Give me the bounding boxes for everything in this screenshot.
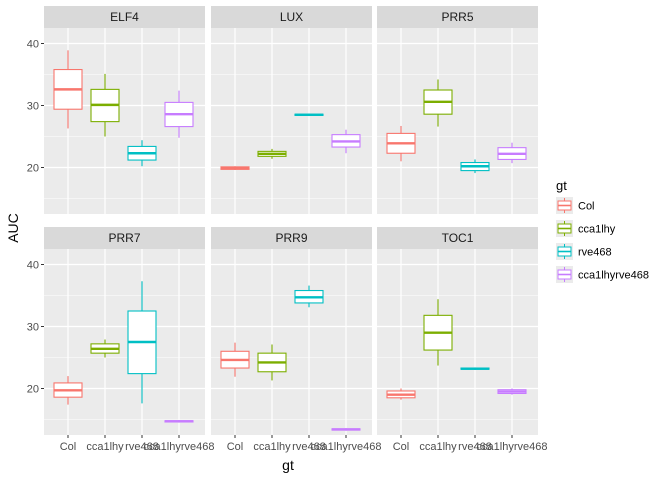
y-tick-label: 40 (27, 39, 39, 51)
facet-strip-prr5 (377, 6, 538, 28)
x-tick-label: cca1lhyrve468 (311, 441, 382, 453)
box-prr9-cca1lhy (257, 344, 287, 381)
x-tick-label: Col (60, 441, 77, 453)
facet-strip-label-elf4: ELF4 (110, 10, 139, 24)
facet-strip-elf4 (44, 6, 205, 28)
facet-strip-prr7 (44, 227, 205, 249)
x-tick-label: rve468 (458, 441, 492, 453)
facet-panels: ELF4 LUX PRR5 PRR7 PRR9 TOC1 (44, 6, 538, 435)
facet-panel-bg-prr5 (377, 28, 538, 214)
y-tick-label: 40 (27, 260, 39, 272)
box-prr7-cca1lhyrve468 (164, 420, 194, 423)
x-axis-title: gt (282, 457, 294, 473)
y-axis-title: AUC (5, 213, 21, 243)
box-prr7-col (53, 376, 83, 405)
x-tick-label: rve468 (292, 441, 326, 453)
box-prr7-rve468 (127, 281, 157, 404)
x-tick-label: cca1lhyrve468 (144, 441, 215, 453)
box-elf4-cca1lhyrve468 (164, 90, 194, 138)
y-axes: 20 30 40 20 30 40 (27, 39, 44, 396)
facet-panel-bg-toc1 (377, 249, 538, 435)
facet-panel-bg-prr7 (44, 249, 205, 435)
legend-key-cca1lhyrve468 (556, 266, 573, 283)
facet-prr7: PRR7 (44, 227, 205, 435)
facet-prr5: PRR5 (377, 6, 538, 214)
facet-elf4: ELF4 (44, 6, 205, 214)
legend-label: Col (578, 201, 595, 213)
box-lux-rve468 (294, 113, 324, 117)
facet-strip-label-prr7: PRR7 (108, 231, 140, 245)
facet-toc1: TOC1 (377, 227, 538, 435)
y-tick-label: 20 (27, 384, 39, 396)
x-tick-label: Col (393, 441, 410, 453)
legend-title: gt (556, 178, 567, 193)
facet-panel-bg-prr9 (211, 249, 372, 435)
box-elf4-cca1lhy (90, 73, 120, 137)
box-lux-col (220, 166, 250, 170)
x-tick-label: rve468 (125, 441, 159, 453)
box-prr5-cca1lhy (423, 79, 453, 127)
facet-strip-label-toc1: TOC1 (442, 231, 474, 245)
box-prr5-cca1lhyrve468 (497, 142, 527, 164)
x-tick-label: cca1lhyrve468 (477, 441, 548, 453)
box-lux-cca1lhyrve468 (331, 129, 361, 154)
facet-strip-prr9 (211, 227, 372, 249)
box-toc1-cca1lhyrve468 (497, 388, 527, 395)
facet-prr9: PRR9 (211, 227, 372, 435)
facet-strip-label-prr9: PRR9 (275, 231, 307, 245)
box-prr5-rve468 (460, 159, 490, 174)
legend-label: cca1lhyrve468 (578, 270, 649, 282)
legend-key-rve468 (556, 243, 573, 260)
y-tick-label: 30 (27, 101, 39, 113)
legend-label: cca1lhy (578, 224, 616, 236)
box-lux-cca1lhy (257, 148, 287, 159)
legend-label: rve468 (578, 247, 612, 259)
box-prr9-cca1lhyrve468 (331, 428, 361, 431)
legend-key-cca1lhy (556, 220, 573, 237)
facet-strip-toc1 (377, 227, 538, 249)
facet-panel-bg-lux (211, 28, 372, 214)
legend-key-col (556, 197, 573, 214)
box-elf4-col (53, 50, 83, 129)
x-tick-label: cca1lhy (86, 441, 124, 453)
box-toc1-col (386, 388, 416, 400)
y-tick-label: 20 (27, 163, 39, 175)
box-elf4-rve468 (127, 140, 157, 167)
box-prr9-rve468 (294, 285, 324, 308)
x-tick-label: cca1lhy (253, 441, 291, 453)
facet-strip-label-lux: LUX (280, 10, 303, 24)
y-tick-label: 30 (27, 322, 39, 334)
x-tick-label: cca1lhy (419, 441, 457, 453)
facet-strip-lux (211, 6, 372, 28)
facet-strip-label-prr5: PRR5 (441, 10, 473, 24)
box-toc1-cca1lhy (423, 299, 453, 366)
box-prr5-col (386, 125, 416, 162)
x-tick-label: Col (227, 441, 244, 453)
box-prr9-col (220, 342, 250, 377)
box-prr7-cca1lhy (90, 339, 120, 358)
facet-lux: LUX (211, 6, 372, 214)
box-toc1-rve468 (460, 367, 490, 370)
